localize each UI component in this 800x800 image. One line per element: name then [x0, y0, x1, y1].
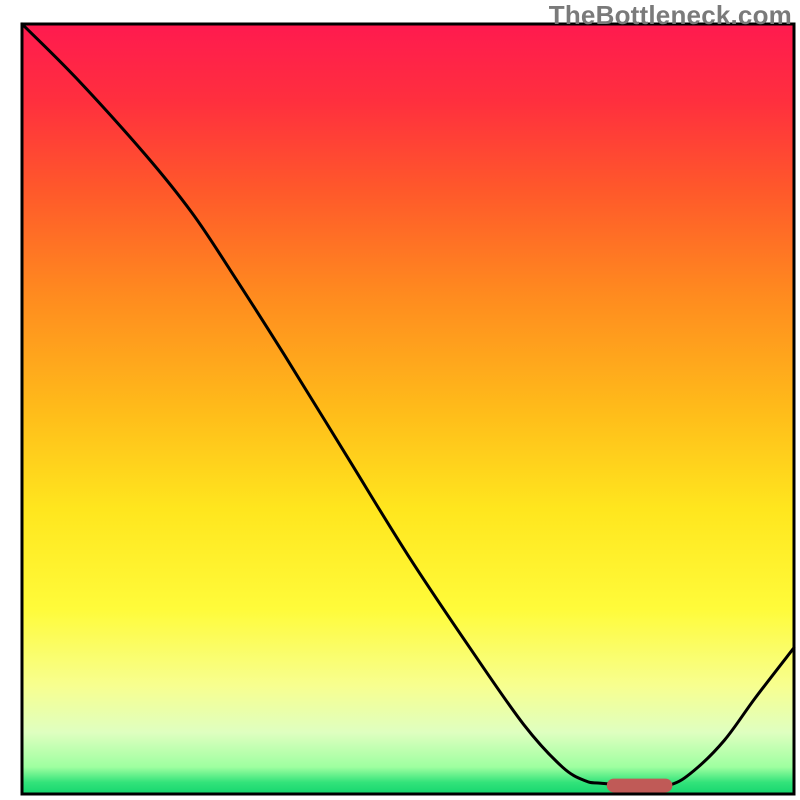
- optimal-marker: [607, 779, 673, 793]
- chart-container: TheBottleneck.com: [0, 0, 800, 800]
- bottleneck-chart: [0, 0, 800, 800]
- plot-background: [22, 24, 794, 794]
- watermark-text: TheBottleneck.com: [549, 0, 792, 31]
